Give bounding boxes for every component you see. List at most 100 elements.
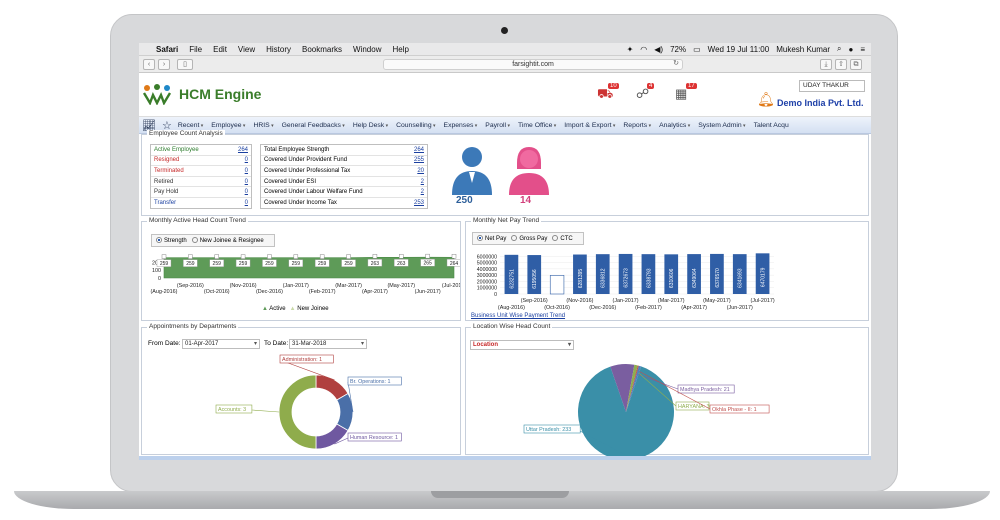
status-value-link[interactable]: 0 bbox=[244, 200, 248, 207]
menu-edit[interactable]: Edit bbox=[213, 44, 227, 54]
nav-payroll[interactable]: Payroll bbox=[485, 122, 510, 129]
nav-employee[interactable]: Employee bbox=[211, 122, 245, 129]
x-tick-label: (Nov-2016) bbox=[230, 283, 257, 289]
status-value-link[interactable]: 0 bbox=[244, 167, 248, 174]
status-value-link[interactable]: 264 bbox=[237, 146, 248, 153]
status-value-link[interactable]: 0 bbox=[244, 178, 248, 185]
menu-history[interactable]: History bbox=[266, 44, 292, 54]
list-icon[interactable]: ≡ bbox=[860, 44, 865, 54]
clock[interactable]: Wed 19 Jul 11:00 bbox=[707, 44, 770, 54]
coverage-value-link[interactable]: 2 bbox=[420, 178, 424, 185]
menu-window[interactable]: Window bbox=[353, 44, 382, 54]
company-name: Demo India Pvt. Ltd. bbox=[777, 98, 864, 108]
coverage-label: Total Employee Strength bbox=[264, 146, 330, 153]
male-count: 250 bbox=[456, 195, 473, 206]
sidebar-icon[interactable]: ▯ bbox=[177, 58, 193, 70]
chart-icon[interactable]: 📈︎ bbox=[142, 119, 156, 132]
radio-net-pay[interactable]: Net Pay bbox=[477, 235, 506, 242]
coverage-value-link[interactable]: 20 bbox=[417, 167, 424, 174]
tabs-icon[interactable]: ⧉ bbox=[850, 58, 862, 70]
leader-line bbox=[334, 437, 349, 445]
forward-button[interactable]: › bbox=[158, 58, 170, 70]
location-panel: Location Wise Head Count Location Uttar … bbox=[465, 323, 869, 456]
calendar-alert-icon[interactable]: ▦ 17 bbox=[675, 83, 697, 101]
appointments-panel: Appointments by Departments From Date: 0… bbox=[141, 323, 461, 455]
coverage-value-link[interactable]: 264 bbox=[413, 146, 424, 153]
bu-payment-trend-link[interactable]: Business Unit Wise Payment Trend bbox=[471, 313, 566, 319]
x-tick-label: (Jul-2017) bbox=[750, 298, 774, 304]
nav-counselling[interactable]: Counselling bbox=[396, 122, 435, 129]
y-tick-label: 100 bbox=[152, 268, 161, 274]
legend-new-joinee[interactable]: ▲ New Joinee bbox=[289, 306, 329, 312]
handshake-alert-icon[interactable]: ☍ 4 bbox=[636, 83, 655, 101]
y-tick-label: 1000000 bbox=[477, 286, 497, 292]
status-row: Active Employee 264 bbox=[151, 145, 251, 156]
coverage-value-link[interactable]: 2 bbox=[420, 189, 424, 196]
nav-recent[interactable]: Recent bbox=[178, 122, 203, 129]
people-logo-icon bbox=[142, 84, 172, 105]
radio-ctc[interactable]: CTC bbox=[552, 235, 573, 242]
status-value-link[interactable]: 0 bbox=[244, 157, 248, 164]
data-point bbox=[399, 254, 404, 259]
nav-help-desk[interactable]: Help Desk bbox=[353, 122, 388, 129]
nav-system-admin[interactable]: System Admin bbox=[698, 122, 745, 129]
data-label: 259 bbox=[344, 261, 353, 267]
reload-icon[interactable]: ↻ bbox=[673, 59, 679, 67]
slice-label: HARYANA: 3 bbox=[678, 404, 710, 410]
coverage-value-link[interactable]: 253 bbox=[413, 200, 424, 207]
menu-help[interactable]: Help bbox=[392, 44, 409, 54]
bar bbox=[710, 253, 724, 294]
legend-active[interactable]: ▲ Active bbox=[262, 306, 286, 312]
data-point bbox=[319, 254, 325, 259]
forklift-alert-icon[interactable]: ⛟ 10 bbox=[597, 83, 619, 101]
user-name[interactable]: Mukesh Kumar bbox=[776, 44, 830, 54]
star-icon[interactable]: ☆ bbox=[161, 119, 172, 132]
coverage-value-link[interactable]: 255 bbox=[413, 157, 424, 164]
bar-value-label: 6341693 bbox=[738, 268, 744, 288]
nav-analytics[interactable]: Analytics bbox=[659, 122, 690, 129]
male-icon bbox=[452, 147, 492, 195]
siri-icon[interactable]: ● bbox=[848, 44, 854, 54]
y-tick-label: 0 bbox=[158, 276, 161, 282]
nav-import-export[interactable]: Import & Export bbox=[564, 122, 615, 129]
nav-general-feedbacks[interactable]: General Feedbacks bbox=[282, 122, 345, 129]
bar bbox=[504, 254, 519, 294]
search-icon[interactable]: ⌕ bbox=[837, 44, 842, 53]
from-date-input[interactable]: 01-Apr-2017 bbox=[182, 339, 260, 349]
address-bar[interactable]: farsightit.com bbox=[383, 58, 683, 70]
menu-bookmarks[interactable]: Bookmarks bbox=[302, 44, 343, 54]
female-icon bbox=[509, 147, 549, 195]
share-icon[interactable]: ⇧ bbox=[835, 58, 847, 70]
nav-reports[interactable]: Reports bbox=[623, 122, 651, 129]
nav-expenses[interactable]: Expenses bbox=[444, 122, 478, 129]
bar bbox=[618, 253, 633, 294]
nav-talent-acquisition[interactable]: Talent Acqu bbox=[753, 121, 789, 129]
bell-icon[interactable]: 🔔︎ bbox=[757, 91, 775, 107]
logo[interactable]: HCM Engine bbox=[142, 83, 261, 105]
battery-percent[interactable]: 72% bbox=[670, 44, 687, 54]
status-value-link[interactable]: 0 bbox=[244, 189, 248, 196]
headcount-legend: ▲ Active ▲ New Joinee bbox=[262, 306, 329, 312]
radio-new-joinee-resignee[interactable]: New Joinee & Resignee bbox=[191, 237, 264, 244]
data-point bbox=[188, 254, 193, 259]
nav-time-office[interactable]: Time Office bbox=[518, 122, 556, 129]
user-select[interactable]: UDAY THAKUR bbox=[799, 80, 865, 92]
location-select[interactable]: Location bbox=[470, 340, 574, 350]
radio-strength[interactable]: Strength bbox=[156, 237, 187, 244]
to-date-input[interactable]: 31-Mar-2018 bbox=[289, 339, 367, 349]
download-icon[interactable]: ⤓ bbox=[820, 58, 832, 70]
y-tick-label: 5000000 bbox=[477, 261, 497, 267]
x-tick-label: (Jul-2017) bbox=[442, 283, 460, 289]
data-label: 264 bbox=[450, 261, 459, 267]
menu-file[interactable]: File bbox=[189, 44, 203, 54]
menu-safari[interactable]: Safari bbox=[156, 44, 179, 54]
wifi-icon[interactable]: ◠ bbox=[640, 44, 648, 54]
volume-icon[interactable]: ◀) bbox=[654, 44, 664, 54]
dropbox-icon[interactable]: ✦ bbox=[626, 44, 634, 54]
nav-hris[interactable]: HRIS bbox=[253, 122, 273, 129]
back-button[interactable]: ‹ bbox=[143, 58, 155, 70]
bar-hollow bbox=[549, 275, 565, 295]
x-tick-label: (Feb-2017) bbox=[309, 289, 336, 295]
radio-gross-pay[interactable]: Gross Pay bbox=[511, 235, 547, 242]
menu-view[interactable]: View bbox=[237, 44, 256, 54]
